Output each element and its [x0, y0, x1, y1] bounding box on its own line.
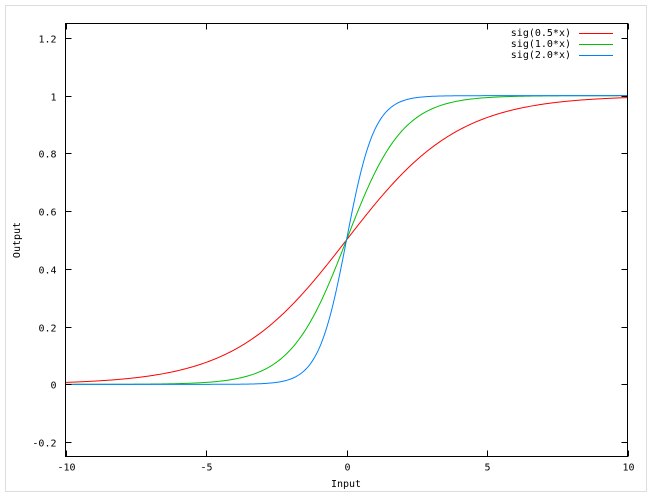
- legend: sig(0.5*x)sig(1.0*x)sig(2.0*x): [511, 28, 613, 61]
- outer-frame: [5, 5, 647, 492]
- legend-label: sig(1.0*x): [511, 39, 571, 50]
- series-line-sig(2.0*x): [65, 95, 628, 385]
- y-tick-label: -0.2: [32, 439, 56, 450]
- x-axis-label: Input: [331, 479, 361, 490]
- legend-label: sig(2.0*x): [511, 50, 571, 61]
- x-tick-label: -10: [57, 463, 75, 474]
- x-tick-label: 0: [344, 463, 350, 474]
- plot-border: [65, 23, 628, 457]
- y-tick-label: 0.2: [38, 324, 56, 335]
- y-tick-label: 0.6: [38, 208, 56, 219]
- x-tick-label: 10: [622, 463, 634, 474]
- y-tick-label: 0.4: [38, 266, 56, 277]
- axis-ticks: -10 -5 0 5 10 -0.2 0 0.2 0.4 0.6 0.8 1 1.2: [32, 23, 635, 474]
- plot-curves: [65, 95, 628, 385]
- y-axis-label: Output: [12, 222, 23, 258]
- y-tick-label: 0: [50, 381, 56, 392]
- y-tick-label: 1: [50, 93, 56, 104]
- y-tick-label: 0.8: [38, 150, 56, 161]
- legend-label: sig(0.5*x): [511, 28, 571, 39]
- x-tick-label: 5: [484, 463, 490, 474]
- y-tick-label: 1.2: [38, 35, 56, 46]
- x-tick-label: -5: [200, 463, 212, 474]
